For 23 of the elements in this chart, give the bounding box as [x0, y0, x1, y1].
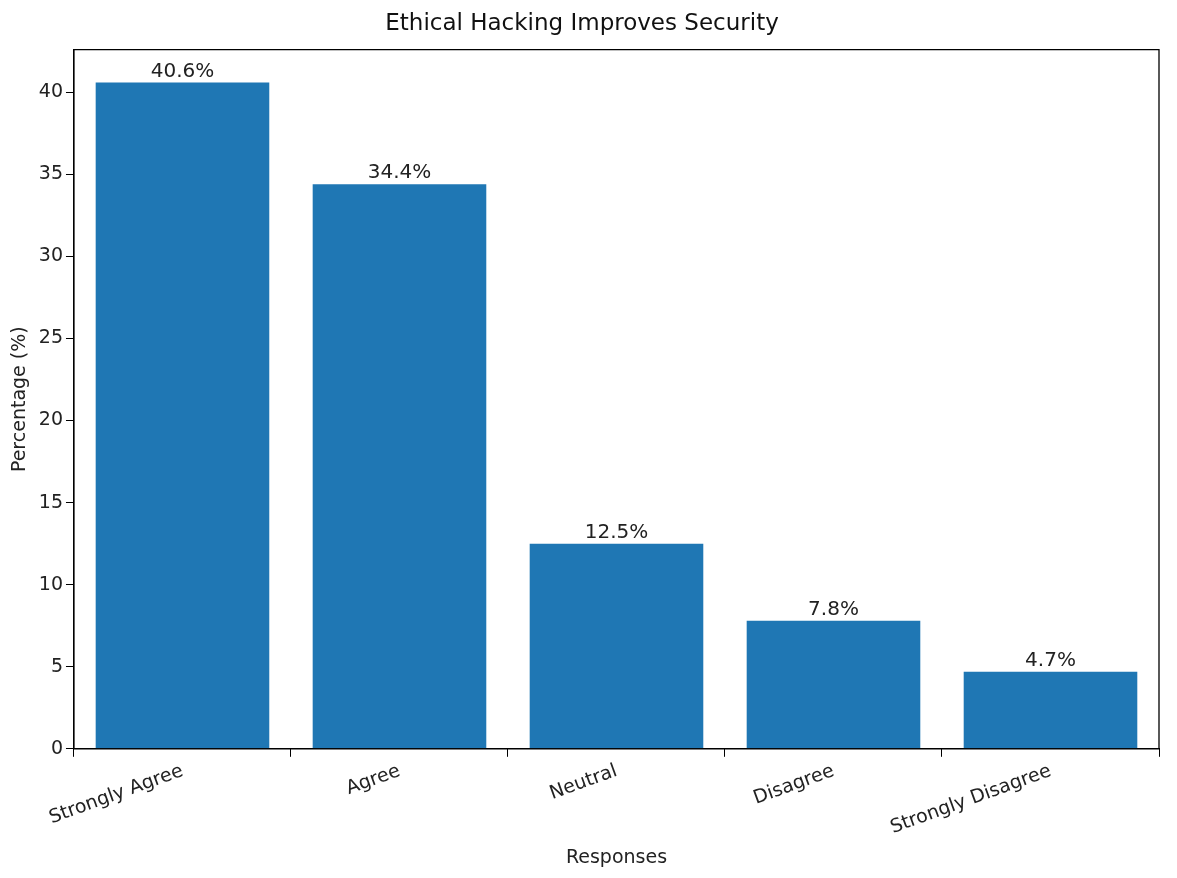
x-axis-title: Responses [565, 844, 668, 867]
bar [529, 543, 704, 749]
y-tick-label: 10 [38, 571, 63, 594]
y-tick-label: 0 [50, 735, 63, 758]
y-tick-label: 30 [38, 243, 63, 266]
y-tick-label: 5 [50, 653, 63, 676]
bar [746, 620, 921, 749]
y-tick-label: 20 [38, 407, 63, 430]
y-tick-label: 40 [38, 79, 63, 102]
data-label: 40.6% [150, 57, 215, 82]
data-label: 7.8% [808, 595, 859, 620]
y-tick-label: 15 [38, 489, 63, 512]
data-label: 12.5% [584, 518, 649, 543]
data-label: 34.4% [367, 159, 432, 184]
y-tick-label: 35 [38, 161, 63, 184]
y-tick-label: 25 [38, 325, 63, 348]
bar [312, 184, 487, 749]
bar [963, 671, 1138, 749]
data-label: 4.7% [1025, 646, 1076, 671]
x-tick-label: Agree [342, 758, 403, 799]
chart-title: Ethical Hacking Improves Security [385, 8, 779, 35]
y-axis-title: Percentage (%) [7, 326, 30, 473]
bar [95, 82, 270, 749]
